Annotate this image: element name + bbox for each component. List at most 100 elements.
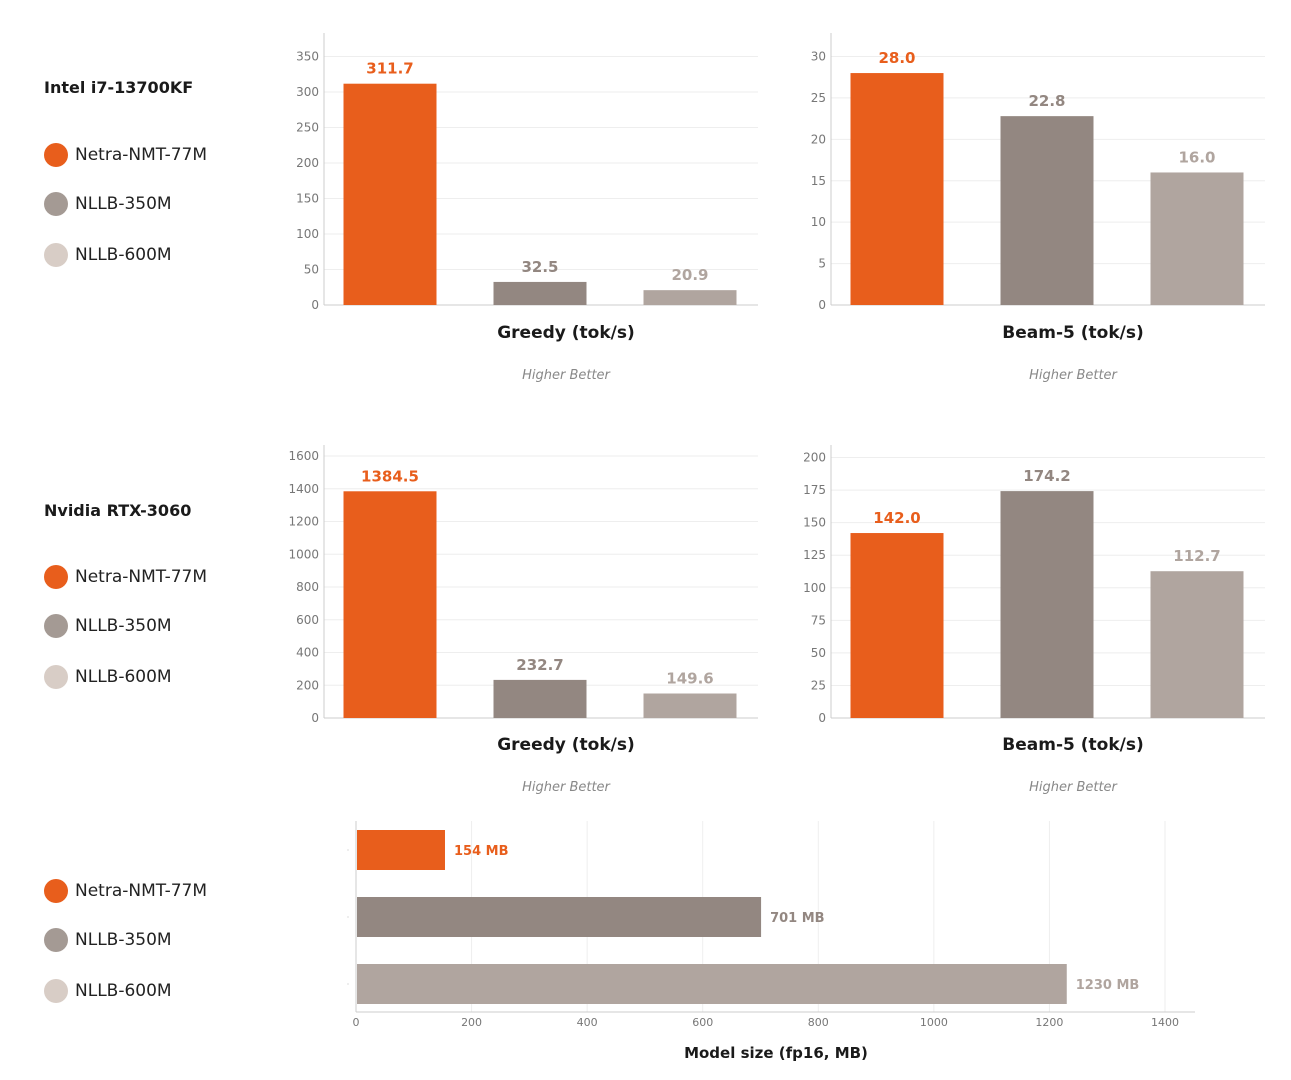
y-tick-label: 100	[803, 581, 826, 595]
x-tick-label: 1000	[920, 1016, 948, 1029]
bar	[1000, 491, 1094, 718]
x-axis-title: Greedy (tok/s)	[497, 735, 635, 755]
bar-value-label: 154 MB	[454, 844, 509, 859]
bar	[643, 290, 737, 305]
legend-item-netra: Netra-NMT-77M	[44, 143, 207, 167]
bar	[1150, 571, 1244, 718]
y-tick-label: 5	[818, 257, 826, 271]
y-tick-label: 300	[296, 85, 319, 99]
bar	[493, 679, 587, 718]
x-tick-label: 800	[808, 1016, 829, 1029]
legend-item-nllb-600m: NLLB-600M	[44, 979, 172, 1003]
y-tick-label: 200	[803, 451, 826, 465]
x-tick-label: 1200	[1035, 1016, 1063, 1029]
swatch-nllb-350m-icon	[44, 614, 68, 638]
legend-item-nllb-600m: NLLB-600M	[44, 665, 172, 689]
x-tick-label: 600	[692, 1016, 713, 1029]
bar	[1000, 116, 1094, 305]
chart-note: Higher Better	[522, 780, 611, 795]
bar-value-label: 701 MB	[770, 911, 825, 926]
y-tick-label: 1400	[288, 482, 319, 496]
x-axis-title: Beam-5 (tok/s)	[1002, 323, 1143, 343]
legend-item-netra: Netra-NMT-77M	[44, 879, 207, 903]
bar	[357, 897, 762, 937]
legend-label: NLLB-350M	[75, 616, 172, 636]
bar-value-label: 232.7	[516, 656, 563, 674]
y-tick-label: 175	[803, 483, 826, 497]
bar-value-label: 311.7	[366, 60, 413, 78]
legend-label: NLLB-600M	[75, 245, 172, 265]
legend-label: Netra-NMT-77M	[75, 145, 208, 165]
y-tick-label: 350	[296, 50, 319, 64]
y-tick-label: 0	[818, 711, 826, 725]
bar-value-label: 22.8	[1028, 92, 1065, 110]
swatch-nllb-350m-icon	[44, 192, 68, 216]
y-tick-label: 0	[311, 711, 319, 725]
bar-value-label: 1384.5	[361, 467, 419, 485]
bar-value-label: 16.0	[1178, 148, 1215, 166]
legend-item-nllb-350m: NLLB-350M	[44, 192, 172, 216]
legend-intel: Intel i7-13700KF Netra-NMT-77M NLLB-350M…	[44, 78, 207, 267]
x-axis-title: Model size (fp16, MB)	[684, 1044, 868, 1062]
chart-note: Higher Better	[1029, 780, 1118, 795]
x-axis-title: Beam-5 (tok/s)	[1002, 735, 1143, 755]
y-tick-label: 250	[296, 121, 319, 135]
y-tick-label: 600	[296, 613, 319, 627]
y-tick-label: 200	[296, 678, 319, 692]
bar	[850, 73, 944, 305]
legend-item-nllb-350m: NLLB-350M	[44, 928, 172, 952]
y-tick-label: 50	[304, 263, 319, 277]
bar-value-label: 1230 MB	[1076, 978, 1140, 993]
y-tick-label: 15	[811, 174, 826, 188]
y-tick-label: 1000	[288, 547, 319, 561]
x-tick-label: 200	[461, 1016, 482, 1029]
swatch-nllb-600m-icon	[44, 979, 68, 1003]
x-axis-title: Greedy (tok/s)	[497, 323, 635, 343]
legend-label: NLLB-600M	[75, 981, 172, 1001]
bar	[357, 964, 1067, 1004]
y-tick-label: 100	[296, 227, 319, 241]
bar	[1150, 172, 1244, 305]
chart-note: Higher Better	[1029, 368, 1118, 383]
y-tick-label: 75	[811, 613, 826, 627]
bar	[357, 830, 445, 870]
swatch-netra-icon	[44, 879, 68, 903]
legend-title-intel: Intel i7-13700KF	[44, 78, 194, 97]
bar	[493, 281, 587, 305]
legend-label: NLLB-350M	[75, 194, 172, 214]
x-tick-label: 0	[353, 1016, 360, 1029]
bar-value-label: 20.9	[671, 266, 708, 284]
chart-note: Higher Better	[522, 368, 611, 383]
legend-item-nllb-600m: NLLB-600M	[44, 243, 172, 267]
swatch-nllb-600m-icon	[44, 243, 68, 267]
bar-value-label: 28.0	[878, 49, 915, 67]
legend-item-nllb-350m: NLLB-350M	[44, 614, 172, 638]
y-tick-label: 400	[296, 646, 319, 660]
legend-label: NLLB-600M	[75, 667, 172, 687]
bar	[343, 83, 437, 306]
bar	[343, 491, 437, 718]
y-tick-label: 1600	[288, 449, 319, 463]
y-tick-label: 200	[296, 156, 319, 170]
y-tick-label: 10	[811, 215, 826, 229]
legend-label: Netra-NMT-77M	[75, 567, 208, 587]
y-tick-label: 0	[311, 298, 319, 312]
x-tick-label: 400	[577, 1016, 598, 1029]
swatch-nllb-350m-icon	[44, 928, 68, 952]
y-tick-label: 30	[811, 50, 826, 64]
legend-title-rtx: Nvidia RTX-3060	[44, 501, 192, 520]
bar-value-label: 149.6	[666, 670, 713, 688]
bar	[850, 533, 944, 718]
y-tick-label: 150	[296, 192, 319, 206]
y-tick-label: 20	[811, 132, 826, 146]
y-tick-label: 1200	[288, 515, 319, 529]
y-tick-label: 25	[811, 91, 826, 105]
y-tick-label: 25	[811, 678, 826, 692]
bar-value-label: 174.2	[1023, 467, 1070, 485]
swatch-netra-icon	[44, 143, 68, 167]
legend-label: Netra-NMT-77M	[75, 881, 208, 901]
y-tick-label: 50	[811, 646, 826, 660]
x-tick-label: 1400	[1151, 1016, 1179, 1029]
y-tick-label: 150	[803, 516, 826, 530]
